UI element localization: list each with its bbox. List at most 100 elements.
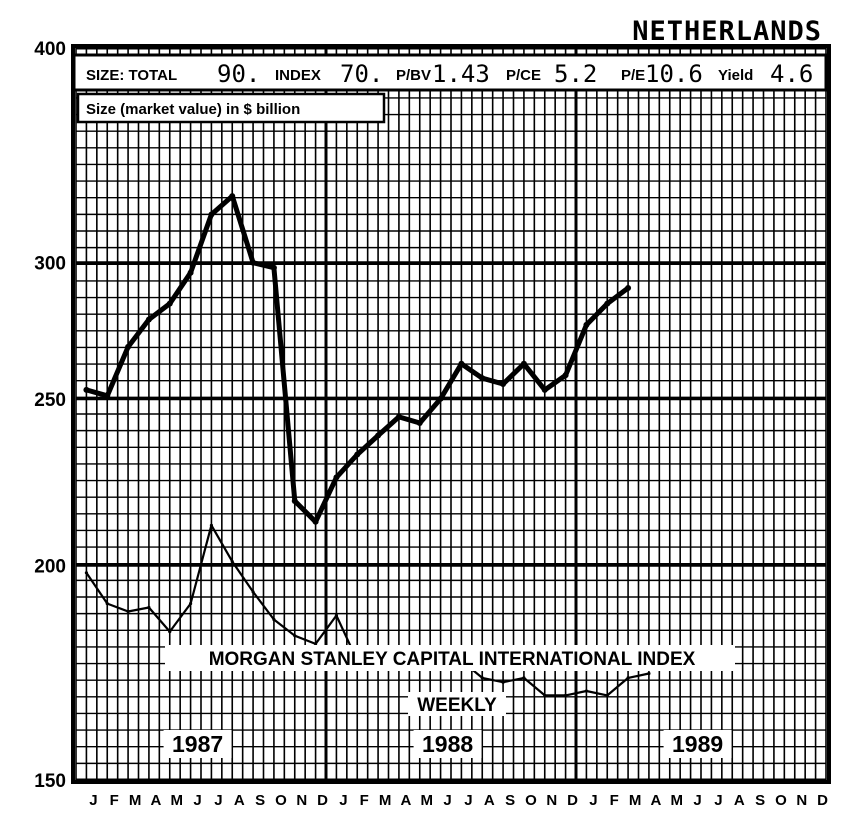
- month-label: A: [150, 792, 161, 809]
- series-point: [291, 497, 298, 504]
- series-point: [83, 386, 90, 393]
- month-label: M: [421, 792, 434, 809]
- series-point: [543, 693, 547, 698]
- month-label: J: [464, 792, 472, 809]
- year-label-band: [163, 730, 232, 758]
- month-label: M: [379, 792, 392, 809]
- year-label: 1987: [172, 731, 223, 757]
- series-point: [209, 523, 214, 527]
- month-label: S: [755, 792, 765, 809]
- month-label: N: [796, 792, 807, 809]
- month-label: J: [89, 792, 97, 809]
- series-point: [208, 211, 215, 218]
- series-point: [605, 693, 609, 698]
- month-label: N: [296, 792, 307, 809]
- index-title-band: [165, 645, 735, 671]
- series-point: [522, 676, 526, 680]
- month-label: D: [567, 792, 578, 809]
- series-point: [251, 590, 255, 594]
- series-point: [125, 343, 132, 350]
- series-point: [250, 259, 257, 266]
- month-label: S: [255, 792, 265, 809]
- header-stats-box: [72, 53, 828, 92]
- month-label: J: [714, 792, 722, 809]
- month-label: F: [110, 792, 119, 809]
- month-label: J: [693, 792, 701, 809]
- month-label: O: [275, 792, 287, 809]
- stat-label-pce: P/CE: [506, 67, 541, 84]
- month-label: A: [400, 792, 411, 809]
- month-label: M: [671, 792, 684, 809]
- series-point: [354, 451, 361, 458]
- year-label: 1989: [672, 731, 723, 757]
- weekly-label: WEEKLY: [417, 695, 497, 716]
- series-point: [604, 300, 611, 307]
- year-label: 1988: [422, 731, 473, 757]
- year-label-band: [413, 730, 482, 758]
- month-label: F: [610, 792, 619, 809]
- month-label: S: [505, 792, 515, 809]
- month-label: J: [193, 792, 201, 809]
- series-point: [270, 264, 277, 271]
- stat-value-pce: 5.2: [554, 60, 597, 88]
- month-label: A: [484, 792, 495, 809]
- y-tick-label: 250: [34, 390, 66, 411]
- series-point: [293, 634, 297, 638]
- stat-value-size-total: 90.: [217, 60, 260, 88]
- size-note-box: [76, 92, 386, 124]
- series-point: [458, 360, 465, 367]
- series-point: [395, 413, 402, 420]
- y-tick-label: 300: [34, 254, 66, 275]
- stat-value-index: 70.: [340, 60, 383, 88]
- month-label: M: [629, 792, 642, 809]
- series-point: [312, 518, 319, 525]
- month-label: D: [317, 792, 328, 809]
- series-point: [333, 474, 340, 481]
- month-label: O: [525, 792, 537, 809]
- stat-value-yield: 4.6: [770, 60, 813, 88]
- y-tick-label: 400: [34, 39, 66, 60]
- month-label: A: [650, 792, 661, 809]
- month-label: J: [214, 792, 222, 809]
- series-point: [520, 360, 527, 367]
- month-label: J: [339, 792, 347, 809]
- series-point: [334, 613, 339, 618]
- month-label: F: [360, 792, 369, 809]
- index-title: MORGAN STANLEY CAPITAL INTERNATIONAL IND…: [209, 649, 696, 670]
- month-label: A: [734, 792, 745, 809]
- series-point: [541, 386, 548, 393]
- series-point: [272, 617, 276, 622]
- plot-frame: [71, 44, 831, 784]
- month-label: N: [546, 792, 557, 809]
- month-label: O: [775, 792, 787, 809]
- header-stats: SIZE: TOTAL 90. INDEX 70. P/BV 1.43 P/CE…: [86, 60, 813, 88]
- year-label-band: [663, 730, 732, 758]
- month-label: J: [589, 792, 597, 809]
- series-point: [230, 559, 234, 564]
- series-point: [626, 676, 630, 680]
- series-point: [500, 380, 507, 387]
- stat-label-yield: Yield: [718, 67, 753, 84]
- series-point: [625, 285, 632, 292]
- series-point: [126, 609, 130, 614]
- series-point: [563, 693, 568, 698]
- y-tick-label: 200: [34, 556, 66, 577]
- series-point: [168, 629, 172, 634]
- series-point: [480, 676, 484, 680]
- series-point: [501, 680, 505, 684]
- year-labels: 1987 1988 1989: [163, 730, 732, 758]
- series-point: [104, 392, 111, 399]
- month-label: J: [443, 792, 451, 809]
- series-point: [147, 605, 151, 610]
- stat-label-pbv: P/BV: [396, 67, 431, 84]
- country-title: NETHERLANDS: [632, 16, 822, 47]
- stat-value-pe: 10.6: [645, 60, 703, 88]
- month-label: M: [171, 792, 184, 809]
- series-point: [187, 269, 194, 276]
- series-point: [647, 671, 651, 676]
- series-point: [105, 601, 109, 606]
- series-point: [479, 375, 486, 382]
- size-note: Size (market value) in $ billion: [86, 101, 300, 118]
